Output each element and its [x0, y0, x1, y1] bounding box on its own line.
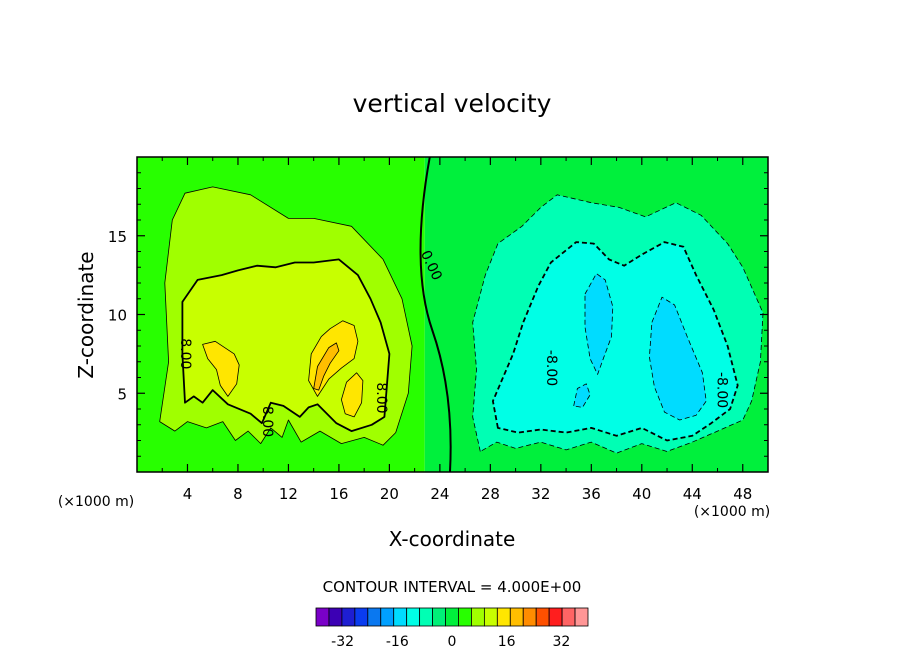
- colorbar-swatch: [561, 607, 576, 627]
- colorbar-tick-label: 32: [552, 634, 570, 650]
- plot-area: [136, 156, 769, 473]
- contour-label: -8.00: [714, 372, 730, 408]
- x-tick-label: 20: [380, 485, 399, 503]
- x-axis-unit: (×1000 m): [694, 504, 770, 520]
- colorbar-swatch: [380, 607, 395, 627]
- colorbar-swatch: [522, 607, 537, 627]
- contour-region-level-neg12-10: [573, 383, 591, 408]
- y-tick-label: 5: [117, 385, 127, 403]
- colorbar-swatch: [419, 607, 433, 627]
- y-tick-label: 15: [108, 228, 127, 246]
- contour-region-level-neg12-8: [584, 273, 614, 375]
- colorbar-tick-label: -32: [331, 634, 354, 650]
- colorbar-swatch: [354, 607, 369, 627]
- y-axis-unit: (×1000 m): [58, 494, 134, 510]
- colorbar-swatch: [393, 607, 408, 627]
- colorbar: -32 -16 0 16 32: [315, 607, 589, 650]
- x-tick-label: 40: [632, 485, 651, 503]
- zero-contour-line: [419, 157, 452, 472]
- contour-label: 8.00: [373, 382, 389, 413]
- contour-region-level-16-5: [313, 342, 340, 391]
- colorbar-swatch: [328, 607, 343, 627]
- contour-region-level-12-3: [202, 340, 240, 397]
- x-tick-label: 24: [430, 485, 449, 503]
- colorbar-swatch: [432, 607, 446, 627]
- y-axis-label: Z-coordinate: [74, 251, 98, 378]
- contour-label: 8.00: [177, 338, 193, 369]
- colorbar-swatch: [458, 607, 472, 627]
- contour-region-level-12-4: [340, 372, 364, 418]
- x-tick-label: 32: [531, 485, 550, 503]
- colorbar-swatch: [445, 607, 459, 627]
- contour-interval-text: CONTOUR INTERVAL = 4.000E+00: [323, 578, 582, 596]
- colorbar-swatch: [483, 607, 498, 627]
- colorbar-swatch: [315, 607, 330, 627]
- colorbar-swatch: [535, 607, 550, 627]
- contour-label: -8.00: [543, 350, 559, 386]
- colorbar-tick-label: 0: [448, 634, 457, 650]
- colorbar-tick-label: 16: [498, 634, 516, 650]
- x-tick-label: 48: [733, 485, 752, 503]
- chart-title: vertical velocity: [353, 89, 552, 118]
- colorbar-swatch: [496, 607, 511, 627]
- x-tick-label: 16: [329, 485, 348, 503]
- colorbar-swatch: [548, 607, 563, 627]
- contour-label: 8.00: [259, 406, 275, 437]
- colorbar-swatch: [341, 607, 356, 627]
- x-axis-label: X-coordinate: [389, 527, 516, 551]
- x-tick-label: 12: [279, 485, 298, 503]
- x-tick-label: 4: [183, 485, 193, 503]
- contour-region-level-neg12-9: [649, 296, 707, 421]
- y-tick-label: 10: [108, 307, 127, 325]
- colorbar-swatch: [367, 607, 382, 627]
- colorbar-swatch: [406, 607, 421, 627]
- colorbar-swatch: [471, 607, 485, 627]
- colorbar-tick-label: -16: [386, 634, 409, 650]
- colorbar-swatch: [574, 607, 589, 627]
- x-tick-label: 44: [683, 485, 702, 503]
- x-tick-label: 36: [582, 485, 601, 503]
- contour-region-level-8-1: [181, 258, 391, 433]
- x-tick-label: 28: [481, 485, 500, 503]
- colorbar-swatch: [509, 607, 524, 627]
- x-tick-label: 8: [233, 485, 243, 503]
